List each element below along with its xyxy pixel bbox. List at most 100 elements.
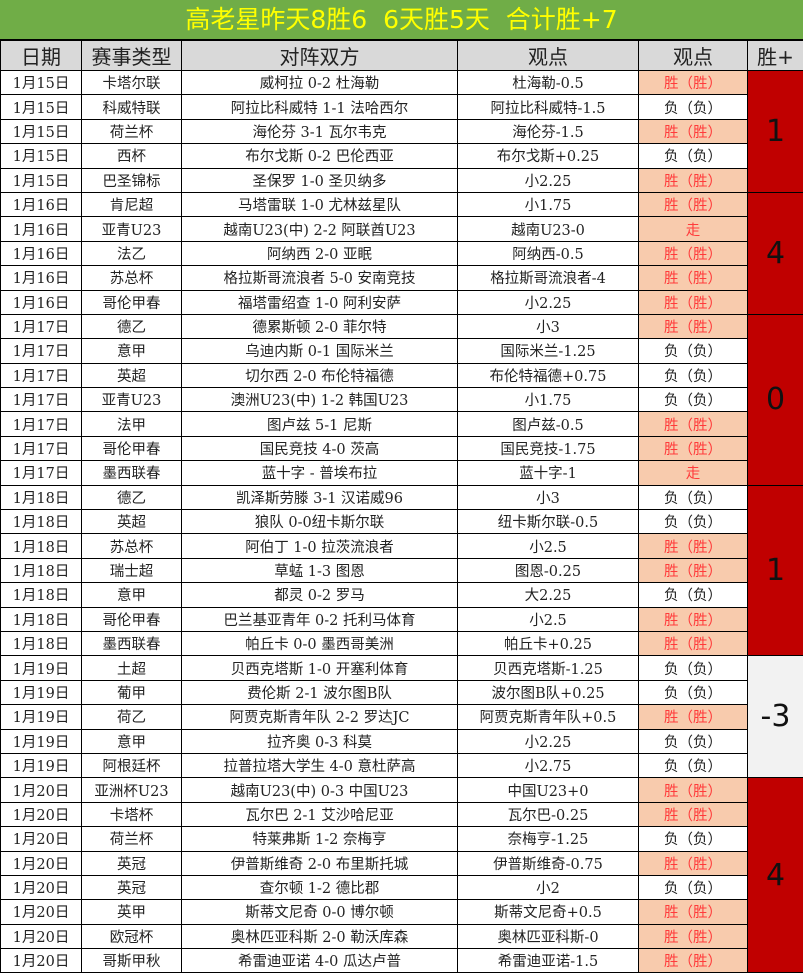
result-cell: 胜（胜）	[639, 436, 748, 460]
pick-cell: 小2.5	[458, 607, 639, 631]
league-cell: 荷兰杯	[82, 827, 182, 851]
match-cell: 拉普拉塔大学生 4-0 意杜萨高	[182, 753, 458, 777]
league-cell: 法乙	[82, 241, 182, 265]
match-cell: 巴兰基亚青年 0-2 托利马体育	[182, 607, 458, 631]
result-cell: 胜（胜）	[639, 241, 748, 265]
date-cell: 1月19日	[1, 729, 82, 753]
result-cell: 走	[639, 217, 748, 241]
result-cell: 负（负）	[639, 388, 748, 412]
league-cell: 意甲	[82, 729, 182, 753]
result-cell: 胜（胜）	[639, 778, 748, 802]
league-cell: 荷乙	[82, 705, 182, 729]
result-cell: 胜（胜）	[639, 924, 748, 948]
day-total-cell: 0	[748, 314, 803, 485]
date-cell: 1月17日	[1, 461, 82, 485]
result-cell: 负（负）	[639, 485, 748, 509]
league-cell: 亚青U23	[82, 217, 182, 241]
league-cell: 卡塔杯	[82, 802, 182, 826]
match-cell: 都灵 0-2 罗马	[182, 583, 458, 607]
result-cell: 负（负）	[639, 875, 748, 899]
result-cell: 负（负）	[639, 510, 748, 534]
result-cell: 负（负）	[639, 729, 748, 753]
pick-cell: 格拉斯哥流浪者-4	[458, 266, 639, 290]
pick-cell: 瓦尔巴-0.25	[458, 802, 639, 826]
result-cell: 胜（胜）	[639, 949, 748, 973]
match-cell: 凯泽斯劳滕 3-1 汉诺威96	[182, 485, 458, 509]
league-cell: 巴圣锦标	[82, 168, 182, 192]
pick-cell: 奥林匹亚科斯-0	[458, 924, 639, 948]
result-cell: 胜（胜）	[639, 631, 748, 655]
league-cell: 亚青U23	[82, 388, 182, 412]
date-cell: 1月20日	[1, 949, 82, 973]
date-cell: 1月17日	[1, 314, 82, 338]
league-cell: 法甲	[82, 412, 182, 436]
pick-cell: 小1.75	[458, 388, 639, 412]
pick-cell: 小3	[458, 485, 639, 509]
league-cell: 阿根廷杯	[82, 753, 182, 777]
league-cell: 欧冠杯	[82, 924, 182, 948]
date-cell: 1月20日	[1, 900, 82, 924]
header-result: 观点	[639, 41, 748, 71]
date-cell: 1月16日	[1, 192, 82, 216]
match-cell: 切尔西 2-0 布伦特福德	[182, 363, 458, 387]
pick-cell: 小2	[458, 875, 639, 899]
match-cell: 海伦芬 3-1 瓦尔韦克	[182, 119, 458, 143]
match-cell: 阿拉比科威特 1-1 法哈西尔	[182, 95, 458, 119]
pick-cell: 大2.25	[458, 583, 639, 607]
pick-cell: 小3	[458, 314, 639, 338]
result-cell: 胜（胜）	[639, 900, 748, 924]
league-cell: 西杯	[82, 144, 182, 168]
pick-cell: 图恩-0.25	[458, 558, 639, 582]
league-cell: 英冠	[82, 875, 182, 899]
date-cell: 1月18日	[1, 631, 82, 655]
pick-cell: 阿拉比科威特-1.5	[458, 95, 639, 119]
result-cell: 负（负）	[639, 827, 748, 851]
result-cell: 胜（胜）	[639, 705, 748, 729]
league-cell: 土超	[82, 656, 182, 680]
league-cell: 亚洲杯U23	[82, 778, 182, 802]
date-cell: 1月17日	[1, 339, 82, 363]
league-cell: 英冠	[82, 851, 182, 875]
league-cell: 苏总杯	[82, 266, 182, 290]
result-cell: 胜（胜）	[639, 558, 748, 582]
result-cell: 胜（胜）	[639, 534, 748, 558]
match-cell: 奥林匹亚科斯 2-0 勒沃库森	[182, 924, 458, 948]
match-cell: 越南U23(中) 2-2 阿联酋U23	[182, 217, 458, 241]
pick-cell: 小2.25	[458, 729, 639, 753]
pick-cell: 布尔戈斯+0.25	[458, 144, 639, 168]
league-cell: 荷兰杯	[82, 119, 182, 143]
pick-cell: 图卢兹-0.5	[458, 412, 639, 436]
league-cell: 肯尼超	[82, 192, 182, 216]
match-cell: 图卢兹 5-1 尼斯	[182, 412, 458, 436]
league-cell: 英甲	[82, 900, 182, 924]
pick-cell: 布伦特福德+0.75	[458, 363, 639, 387]
pick-cell: 蓝十字-1	[458, 461, 639, 485]
pick-cell: 小2.5	[458, 534, 639, 558]
league-cell: 哥伦甲春	[82, 607, 182, 631]
header-date: 日期	[1, 41, 82, 71]
pick-cell: 海伦芬-1.5	[458, 119, 639, 143]
result-cell: 负（负）	[639, 339, 748, 363]
pick-cell: 小2.25	[458, 168, 639, 192]
pick-cell: 伊普斯维奇-0.75	[458, 851, 639, 875]
match-cell: 特莱弗斯 1-2 奈梅亨	[182, 827, 458, 851]
match-cell: 马塔雷联 1-0 尤林兹星队	[182, 192, 458, 216]
date-cell: 1月17日	[1, 363, 82, 387]
result-cell: 胜（胜）	[639, 802, 748, 826]
